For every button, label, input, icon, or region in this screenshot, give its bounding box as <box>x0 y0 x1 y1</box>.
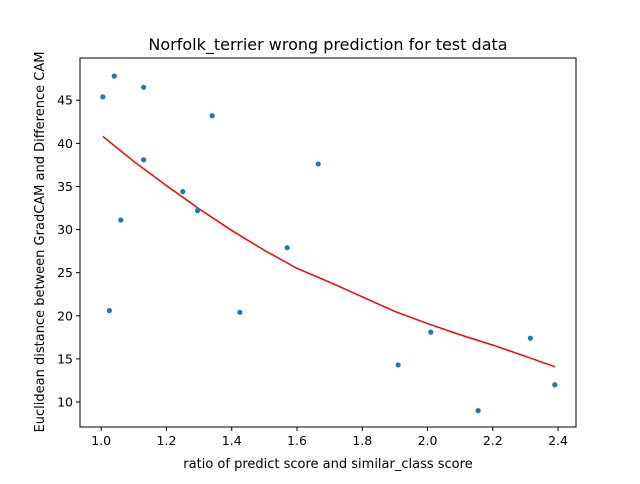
y-tick-label: 10 <box>57 394 73 409</box>
y-tick-label: 35 <box>57 179 73 194</box>
scatter-point <box>180 189 186 195</box>
scatter-point <box>284 245 290 251</box>
scatter-point <box>237 309 243 315</box>
x-tick-label: 1.0 <box>91 433 111 448</box>
y-tick-label: 15 <box>57 351 73 366</box>
y-tick-label: 40 <box>57 136 73 151</box>
x-tick-label: 2.0 <box>418 433 438 448</box>
scatter-point <box>106 308 112 314</box>
plot-frame <box>79 57 577 428</box>
x-axis-label: ratio of predict score and similar_class… <box>183 457 472 472</box>
scatter-point <box>209 113 215 119</box>
scatter-point <box>395 362 401 368</box>
x-tick-label: 1.4 <box>222 433 242 448</box>
y-tick-label: 25 <box>57 265 73 280</box>
x-tick-label: 1.6 <box>287 433 307 448</box>
y-tick-label: 30 <box>57 222 73 237</box>
y-tick-label: 45 <box>57 93 73 108</box>
scatter-point <box>527 335 533 341</box>
scatter-point <box>111 73 117 79</box>
plot-area <box>100 73 558 414</box>
scatter-point <box>141 157 147 163</box>
x-tick-label: 1.8 <box>352 433 372 448</box>
scatter-point <box>315 161 321 167</box>
x-axis: 1.0 1.2 1.4 1.6 1.8 2.0 2.2 2.4 <box>91 427 568 448</box>
scatter-point <box>194 208 201 214</box>
x-tick-label: 2.2 <box>483 433 503 448</box>
scatter-point <box>428 329 434 335</box>
scatter-point <box>118 217 124 223</box>
chart-title: Norfolk_terrier wrong prediction for tes… <box>148 35 507 55</box>
scatter-point <box>475 408 481 414</box>
x-tick-label: 2.4 <box>548 433 568 448</box>
scatter-point <box>100 94 106 100</box>
y-tick-label: 20 <box>57 308 73 323</box>
scatter-point <box>552 382 558 388</box>
x-tick-label: 1.2 <box>157 433 177 448</box>
y-axis-label: Euclidean distance between GradCAM and D… <box>33 52 48 433</box>
fit-line <box>102 135 556 368</box>
scatter-point <box>141 84 147 90</box>
y-axis: 10 15 20 25 30 35 40 45 <box>57 93 80 409</box>
